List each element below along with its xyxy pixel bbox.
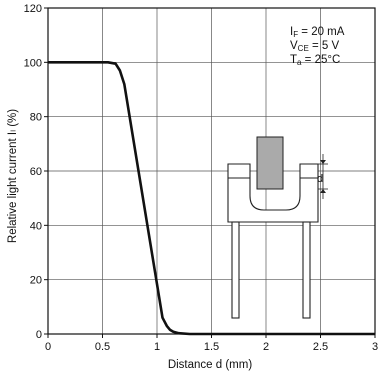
x-axis-title: Distance d (mm) [168,359,253,371]
y-axis-ticks: 0 20 40 60 80 100 120 [24,3,48,341]
condition-line: Ta = 25°C [290,54,340,67]
plot-frame [47,7,376,335]
y-tick-label: 100 [24,57,42,69]
x-tick-label: 0.5 [95,341,110,353]
y-tick-label: 60 [30,166,42,178]
shield-plate [256,136,284,190]
y-axis-title: Relative light current Iₗ (%) [7,109,19,243]
y-tick-label: 120 [24,3,42,15]
condition-line: VCE = 5 V [290,40,339,53]
condition-line: IF = 20 mA [290,26,345,39]
sensor-lead [231,221,240,319]
sensor-inset-diagram: d [227,136,328,319]
x-tick-label: 3 [372,341,378,353]
x-tick-label: 2 [263,341,269,353]
x-tick-label: 1.5 [204,341,219,353]
sensor-body [227,163,319,223]
x-tick-label: 2.5 [313,341,328,353]
x-tick-label: 1 [154,341,160,353]
y-tick-label: 40 [30,220,42,232]
y-tick-label: 0 [36,329,42,341]
dimension-label: d [317,173,323,185]
sensor-lead [302,221,311,319]
y-tick-label: 20 [30,275,42,287]
grid [48,8,375,334]
x-tick-label: 0 [45,341,51,353]
series-line [48,61,375,336]
dimension-arrow [320,189,326,193]
dimension-arrow [320,160,326,164]
y-tick-label: 80 [30,112,42,124]
x-axis-ticks: 0 0.5 1 1.5 2 2.5 3 [45,334,378,353]
